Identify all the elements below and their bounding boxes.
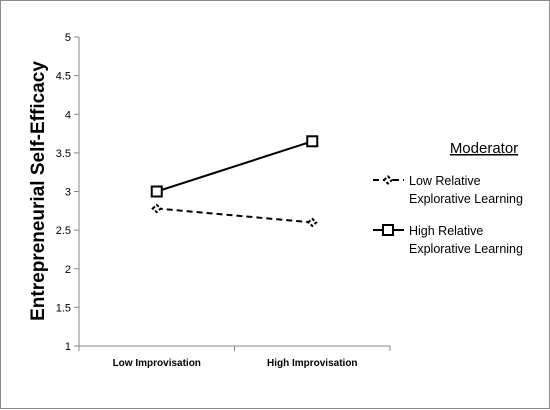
y-tick-label: 4.5 — [56, 71, 71, 83]
y-tick-label: 3.5 — [56, 148, 71, 160]
series-1 — [151, 203, 318, 228]
series-2 — [150, 135, 319, 198]
x-tick-label: High Improvisation — [267, 358, 358, 369]
y-tick-label: 4 — [65, 109, 71, 121]
x-axis-ticks: Low Improvisation High Improvisation — [78, 346, 391, 369]
series-line — [156, 207, 313, 224]
legend-marker — [382, 175, 394, 185]
y-tick-label: 2 — [65, 264, 71, 276]
y-tick-label: 5 — [65, 32, 71, 44]
y-axis-ticks: 1 1.5 2 2.5 3 3.5 4 4.5 5 — [56, 32, 79, 353]
y-axis-label: Entrepreneurial Self-Efficacy — [28, 61, 49, 321]
y-tick-label: 2.5 — [56, 225, 71, 237]
legend-title: Moderator — [450, 140, 518, 157]
data-point — [150, 185, 163, 198]
legend-label: Explorative Learning — [409, 242, 523, 256]
x-tick-label: Low Improvisation — [113, 358, 201, 369]
y-tick-label: 1.5 — [56, 302, 71, 314]
y-tick-label: 1 — [65, 341, 71, 353]
axes — [78, 37, 390, 347]
data-point — [151, 203, 163, 214]
legend-label: High Relative — [409, 224, 483, 238]
legend-marker — [382, 224, 394, 236]
legend-item-2: High Relative Explorative Learning — [373, 224, 523, 256]
legend-label: Explorative Learning — [409, 192, 523, 206]
series-line — [156, 140, 313, 193]
legend-item-1: Low Relative Explorative Learning — [373, 174, 523, 206]
legend-label: Low Relative — [409, 174, 481, 188]
data-point — [306, 135, 319, 148]
data-point — [306, 217, 318, 228]
series-layer — [150, 135, 319, 228]
y-tick-label: 3 — [65, 187, 71, 199]
legend: Moderator Low Relative Explorative Learni… — [373, 140, 523, 256]
